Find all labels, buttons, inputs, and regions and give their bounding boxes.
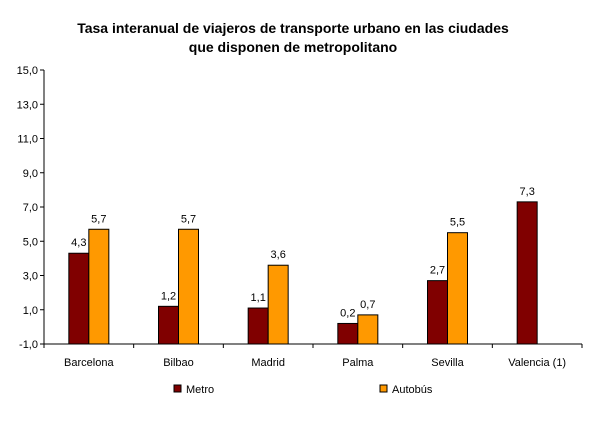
bar-metro-madrid bbox=[247, 307, 269, 345]
x-tick-label: Madrid bbox=[251, 357, 285, 369]
bar-metro-barcelona bbox=[68, 252, 90, 345]
y-tick-label: 1,0 bbox=[23, 305, 38, 317]
chart-title: Tasa interanual de viajeros de transport… bbox=[77, 20, 509, 55]
plot-area: 15,0 13,0 11,0 9,0 7,0 5,0 3,0 1,0 -1,0 4,3 5,7 Bar… bbox=[17, 65, 583, 369]
data-label: 5,7 bbox=[181, 213, 196, 225]
data-label: 2,7 bbox=[430, 265, 445, 277]
y-tick-label: -1,0 bbox=[19, 339, 38, 351]
bar-metro-valencia bbox=[516, 201, 538, 345]
bar-autobs-palma bbox=[357, 314, 379, 345]
data-label: 0,2 bbox=[340, 307, 355, 319]
bar-autobs-sevilla bbox=[447, 232, 468, 345]
legend-swatch-autobs bbox=[379, 384, 388, 393]
bar-metro-sevilla bbox=[427, 280, 448, 345]
bar-metro-palma bbox=[337, 322, 359, 345]
y-tick-label: 7,0 bbox=[23, 202, 38, 214]
data-label: 7,3 bbox=[520, 186, 535, 198]
bar-metro-bilbao bbox=[158, 305, 179, 345]
data-label: 1,1 bbox=[251, 292, 266, 304]
data-label: 5,5 bbox=[450, 217, 465, 229]
data-label: 0,7 bbox=[360, 299, 375, 311]
legend-label: Metro bbox=[186, 384, 214, 396]
legend: Metro Autobús bbox=[173, 384, 433, 396]
data-label: 1,2 bbox=[161, 290, 176, 302]
y-tick-label: 13,0 bbox=[17, 99, 38, 111]
y-tick-label: 5,0 bbox=[23, 236, 38, 248]
y-tick-label: 3,0 bbox=[23, 271, 38, 283]
chart-title-line: Tasa interanual de viajeros de transport… bbox=[77, 20, 509, 36]
legend-swatch-metro bbox=[173, 384, 182, 393]
x-tick-label: Valencia (1) bbox=[508, 357, 566, 369]
x-tick-label: Sevilla bbox=[431, 357, 464, 369]
data-label: 3,6 bbox=[271, 249, 286, 261]
x-tick-label: Bilbao bbox=[163, 357, 194, 369]
bar-autobs-bilbao bbox=[178, 228, 199, 345]
y-tick-label: 9,0 bbox=[23, 168, 38, 180]
y-tick-label: 15,0 bbox=[17, 65, 38, 77]
data-label: 4,3 bbox=[71, 237, 86, 249]
x-tick-label: Palma bbox=[342, 357, 374, 369]
data-label: 5,7 bbox=[91, 213, 106, 225]
bar-autobs-madrid bbox=[267, 264, 289, 345]
chart-title-line: que disponen de metropolitano bbox=[189, 39, 397, 55]
x-tick-label: Barcelona bbox=[64, 357, 114, 369]
bar-autobs-barcelona bbox=[88, 228, 110, 345]
y-tick-label: 11,0 bbox=[17, 134, 38, 146]
legend-label: Autobús bbox=[392, 384, 433, 396]
